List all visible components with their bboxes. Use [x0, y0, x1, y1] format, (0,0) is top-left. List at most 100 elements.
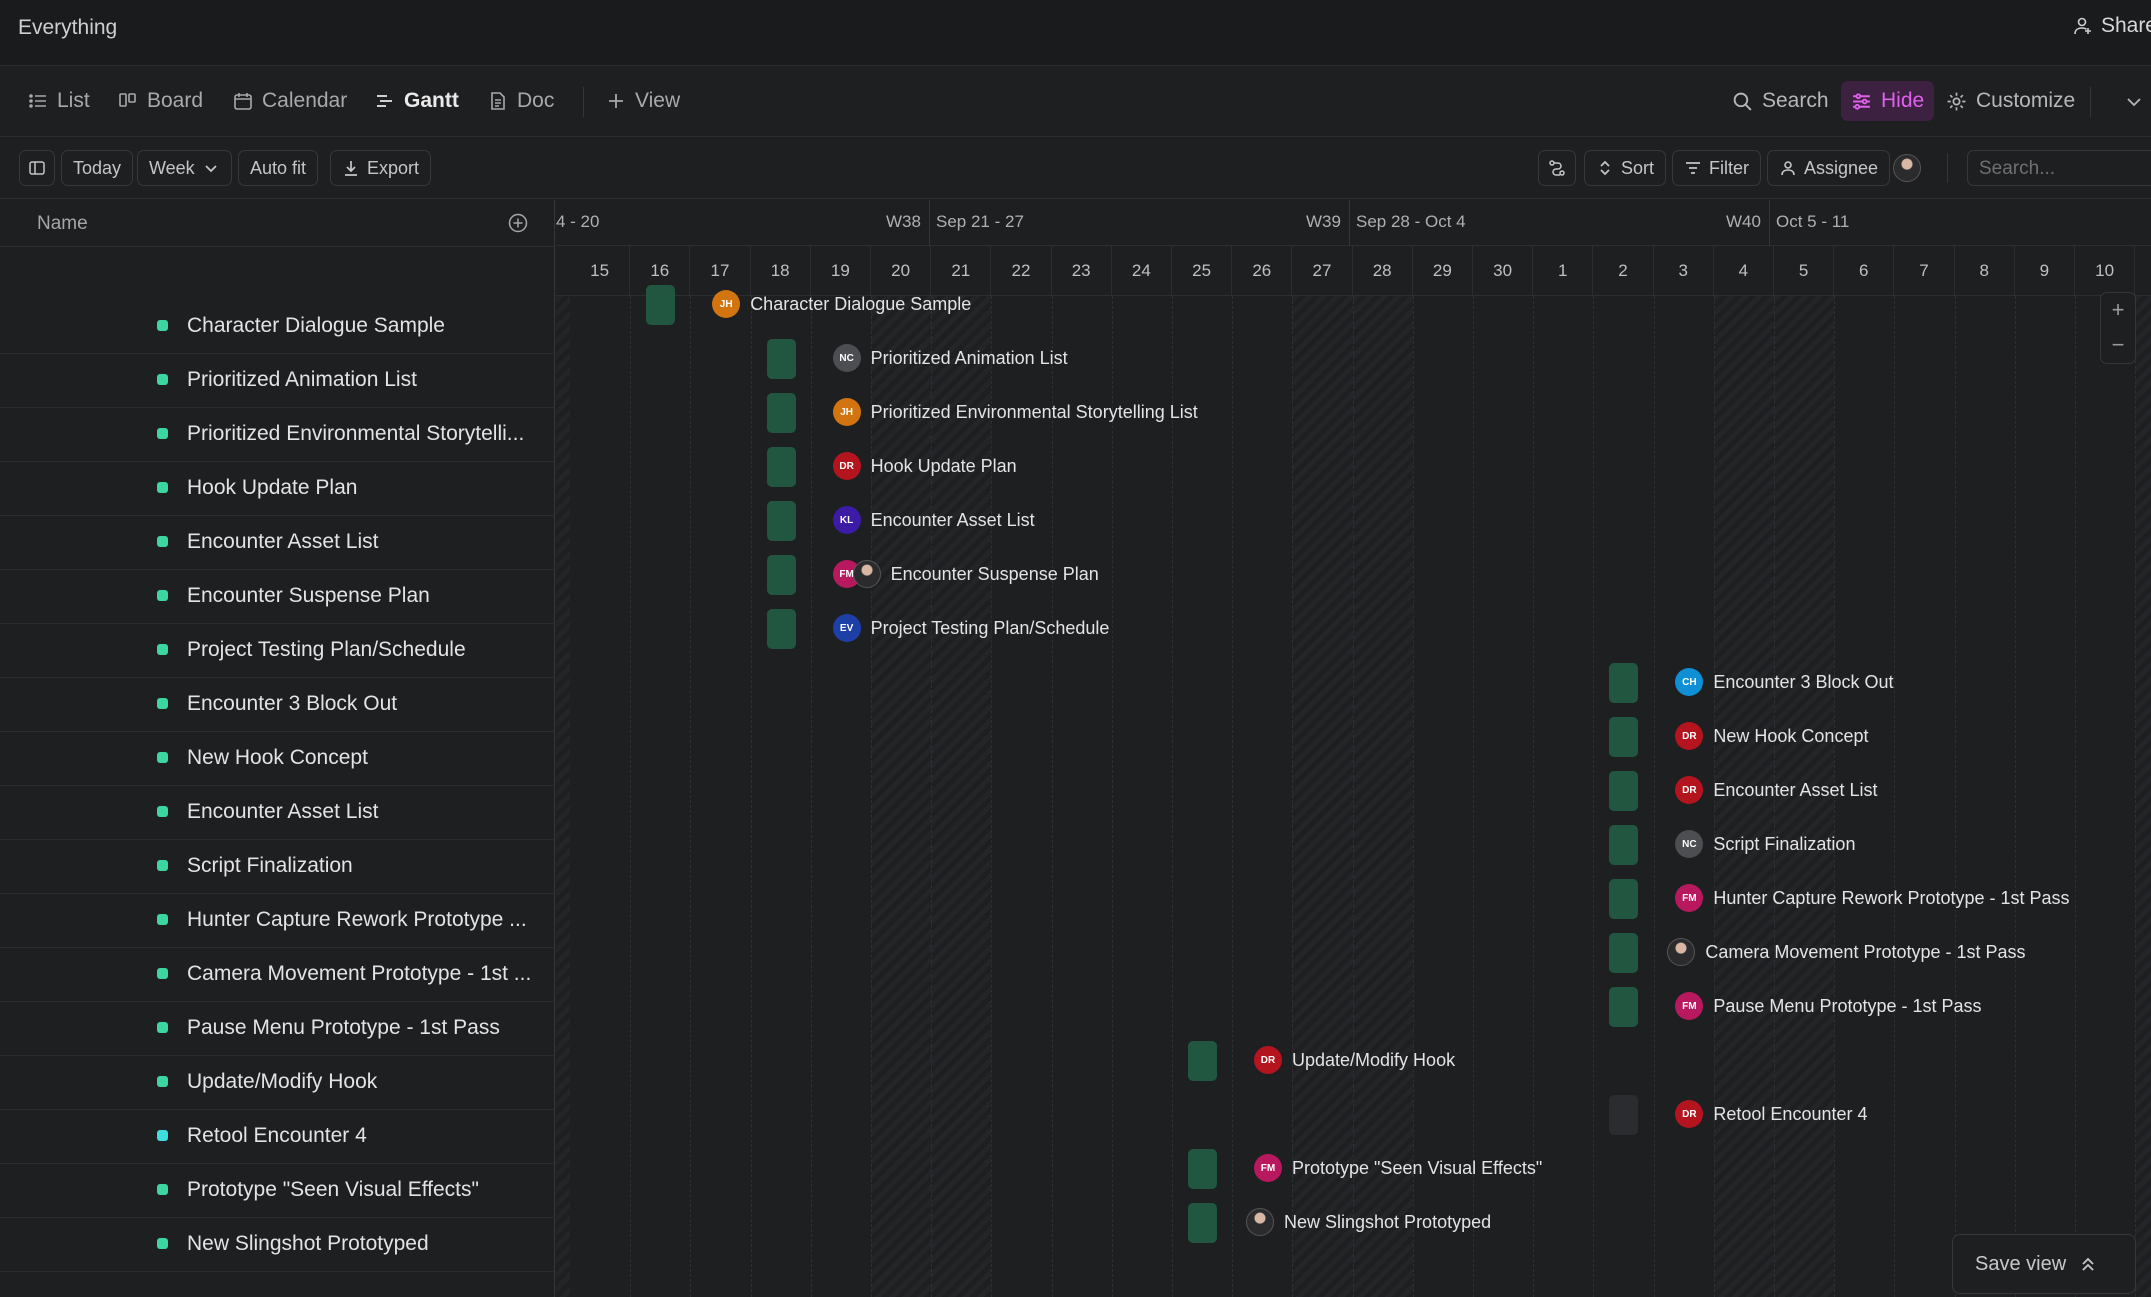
gantt-task-label[interactable]: Camera Movement Prototype - 1st Pass [1667, 938, 2026, 966]
avatar-initials[interactable]: DR [1675, 1100, 1704, 1128]
status-dot[interactable] [157, 1184, 168, 1195]
dependencies-button[interactable] [1538, 150, 1576, 186]
gantt-bar[interactable] [1609, 717, 1639, 757]
tab-board[interactable]: Board [118, 89, 203, 113]
task-row[interactable]: Update/Modify Hook [0, 1056, 554, 1110]
task-name[interactable]: Hook Update Plan [187, 476, 358, 499]
gantt-bar[interactable] [766, 339, 796, 379]
tab-doc[interactable]: Doc [488, 89, 554, 113]
gantt-bar[interactable] [1188, 1203, 1217, 1243]
task-name[interactable]: Prioritized Animation List [187, 368, 417, 391]
status-dot[interactable] [157, 428, 168, 439]
task-row[interactable]: Hunter Capture Rework Prototype ... [0, 894, 554, 948]
gantt-bar[interactable] [766, 393, 796, 433]
task-name[interactable]: Encounter 3 Block Out [187, 692, 398, 715]
tab-calendar[interactable]: Calendar [233, 89, 347, 113]
task-row[interactable]: New Hook Concept [0, 732, 554, 786]
avatar-initials[interactable]: KL [832, 506, 861, 534]
avatar-initials[interactable]: EV [832, 614, 861, 642]
task-name[interactable]: Encounter Asset List [187, 530, 379, 553]
avatar-initials[interactable]: FM [1254, 1154, 1282, 1182]
gantt-bar[interactable] [1609, 825, 1639, 865]
today-button[interactable]: Today [61, 150, 134, 186]
gantt-bar[interactable] [646, 285, 676, 325]
task-name[interactable]: Update/Modify Hook [187, 1070, 378, 1093]
task-name[interactable]: Retool Encounter 4 [187, 1124, 367, 1147]
status-dot[interactable] [157, 806, 168, 817]
status-dot[interactable] [157, 1022, 168, 1033]
task-name[interactable]: Prioritized Environmental Storytelli... [187, 422, 525, 445]
gantt-task-label[interactable]: FM Hunter Capture Rework Prototype - 1st … [1675, 884, 2070, 912]
customize-button[interactable]: Customize [1936, 81, 2085, 121]
gantt-task-label[interactable]: DR New Hook Concept [1675, 722, 1868, 750]
export-button[interactable]: Export [330, 150, 432, 186]
task-row[interactable]: Pause Menu Prototype - 1st Pass [0, 1002, 554, 1056]
chevron-down-icon[interactable] [2126, 95, 2142, 109]
auto-fit-button[interactable]: Auto fit [238, 150, 319, 186]
task-row[interactable]: Prioritized Environmental Storytelli... [0, 408, 554, 462]
gantt-bar[interactable] [1609, 663, 1639, 703]
gantt-bar[interactable] [1609, 879, 1639, 919]
avatar-initials[interactable]: JH [712, 290, 741, 318]
gantt-bar[interactable] [1609, 933, 1639, 973]
gantt-task-label[interactable]: FM Prototype "Seen Visual Effects" [1254, 1154, 1542, 1182]
avatar-initials[interactable]: FM [1675, 992, 1704, 1020]
gantt-task-label[interactable]: DR Retool Encounter 4 [1675, 1100, 1868, 1128]
task-row[interactable]: New Slingshot Prototyped [0, 1218, 554, 1272]
gantt-bar[interactable] [1188, 1149, 1217, 1189]
avatar-initials[interactable]: CH [1675, 668, 1704, 696]
status-dot[interactable] [157, 752, 168, 763]
gantt-bar[interactable] [766, 501, 796, 541]
status-dot[interactable] [157, 698, 168, 709]
gantt-bar[interactable] [766, 609, 796, 649]
search-input[interactable]: Search... [1967, 150, 2151, 186]
gantt-task-label[interactable]: EV Project Testing Plan/Schedule [832, 614, 1109, 642]
gantt-task-label[interactable]: DR Hook Update Plan [832, 452, 1017, 480]
task-row[interactable]: Hook Update Plan [0, 462, 554, 516]
avatar-initials[interactable]: FM [1675, 884, 1704, 912]
task-row[interactable]: Character Dialogue Sample [0, 300, 554, 354]
sidebar-toggle-button[interactable] [19, 150, 55, 186]
task-name[interactable]: Script Finalization [187, 854, 353, 877]
task-row[interactable]: Prioritized Animation List [0, 354, 554, 408]
gantt-task-label[interactable]: NC Script Finalization [1675, 830, 1855, 858]
gantt-task-label[interactable]: FM Pause Menu Prototype - 1st Pass [1675, 992, 1982, 1020]
gantt-bar[interactable] [766, 555, 796, 595]
hide-button[interactable]: Hide [1841, 81, 1935, 121]
task-name[interactable]: Encounter Suspense Plan [187, 584, 430, 607]
search-button[interactable]: Search [1722, 81, 1839, 121]
task-name[interactable]: Project Testing Plan/Schedule [187, 638, 466, 661]
task-row[interactable]: Encounter 3 Block Out [0, 678, 554, 732]
status-dot[interactable] [157, 1238, 168, 1249]
tab-list[interactable]: List [28, 89, 90, 113]
status-dot[interactable] [157, 1076, 168, 1087]
task-name[interactable]: Character Dialogue Sample [187, 314, 445, 337]
gantt-bar[interactable] [1609, 771, 1639, 811]
tab-gantt[interactable]: Gantt [375, 89, 459, 113]
avatar-initials[interactable]: NC [1675, 830, 1704, 858]
task-row[interactable]: Script Finalization [0, 840, 554, 894]
status-dot[interactable] [157, 320, 168, 331]
task-name[interactable]: Encounter Asset List [187, 800, 379, 823]
zoom-in-button[interactable]: + [2111, 297, 2125, 322]
task-row[interactable]: Encounter Asset List [0, 516, 554, 570]
zoom-out-button[interactable]: − [2111, 332, 2125, 357]
task-name[interactable]: Camera Movement Prototype - 1st ... [187, 962, 532, 985]
assignee-button[interactable]: Assignee [1767, 150, 1891, 186]
status-dot[interactable] [157, 536, 168, 547]
share-button[interactable]: Share [2073, 14, 2151, 38]
task-name[interactable]: New Slingshot Prototyped [187, 1232, 429, 1255]
save-view-button[interactable]: Save view [1952, 1234, 2136, 1294]
gantt-task-label[interactable]: JH Character Dialogue Sample [712, 290, 971, 318]
task-name[interactable]: Hunter Capture Rework Prototype ... [187, 908, 527, 931]
task-row[interactable]: Retool Encounter 4 [0, 1110, 554, 1164]
gantt-task-label[interactable]: DR Update/Modify Hook [1254, 1046, 1455, 1074]
gantt-task-label[interactable]: KL Encounter Asset List [832, 506, 1035, 534]
gantt-task-label[interactable]: DR Encounter Asset List [1675, 776, 1877, 804]
week-select[interactable]: Week [137, 150, 232, 186]
add-view-button[interactable]: View [606, 89, 680, 113]
status-dot[interactable] [157, 374, 168, 385]
gantt-task-label[interactable]: NC Prioritized Animation List [832, 344, 1068, 372]
avatar-photo[interactable] [1246, 1208, 1274, 1236]
avatar-photo[interactable] [852, 560, 881, 588]
